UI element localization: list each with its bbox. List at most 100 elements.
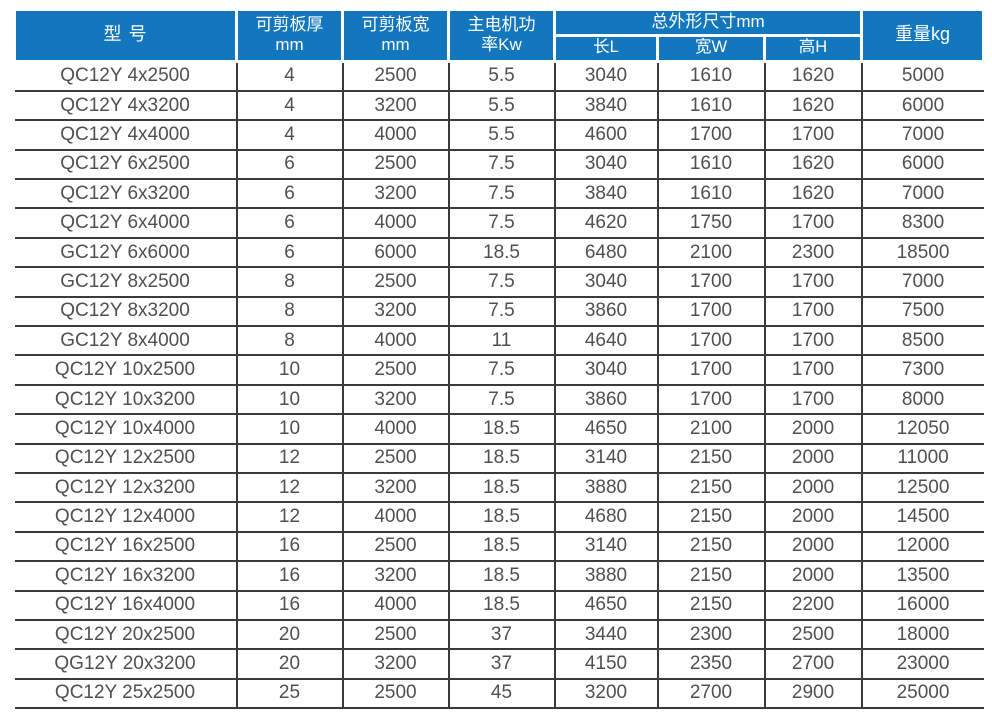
cell-motor-power: 37 xyxy=(447,619,555,651)
cell-model: QC12Y 20x2500 xyxy=(14,619,237,651)
cell-thickness: 6 xyxy=(235,237,343,269)
table-header: 型 号 可剪板厚 mm 可剪板宽 mm 主电机功 率Kw 总外形尺寸mm 重量k… xyxy=(13,7,986,63)
cell-thickness: 8 xyxy=(235,296,343,328)
cell-thickness: 6 xyxy=(235,179,343,210)
cell-weight: 7300 xyxy=(860,355,984,386)
cell-length: 6480 xyxy=(553,237,658,269)
cell-model: QC12Y 10x3200 xyxy=(14,384,237,416)
cell-width: 2300 xyxy=(656,619,765,651)
cell-motor-power: 5.5 xyxy=(447,61,555,92)
cell-motor-power: 18.5 xyxy=(447,590,555,621)
col-header-thickness: 可剪板厚 mm xyxy=(235,8,344,63)
cell-motor-power: 7.5 xyxy=(447,267,555,298)
cell-model: QC12Y 10x4000 xyxy=(14,414,237,445)
cell-length: 3860 xyxy=(553,384,658,416)
cell-length: 3880 xyxy=(553,472,658,504)
cell-sheet-width: 4000 xyxy=(341,414,449,445)
cell-motor-power: 7.5 xyxy=(447,296,555,328)
cell-sheet-width: 3200 xyxy=(341,384,449,416)
cell-motor-power: 37 xyxy=(447,649,555,680)
cell-length: 3040 xyxy=(553,61,658,92)
cell-length: 4650 xyxy=(553,590,658,621)
cell-thickness: 25 xyxy=(235,678,343,710)
cell-height: 1700 xyxy=(763,267,862,298)
table-row: QC12Y 10x2500 10 2500 7.5 3040 1700 1700 7300 xyxy=(14,355,984,386)
cell-sheet-width: 2500 xyxy=(341,149,449,181)
cell-thickness: 6 xyxy=(235,208,343,239)
cell-weight: 12050 xyxy=(860,414,984,445)
cell-sheet-width: 3200 xyxy=(341,90,449,122)
cell-height: 2000 xyxy=(763,414,862,445)
cell-weight: 13500 xyxy=(860,561,984,592)
cell-motor-power: 7.5 xyxy=(447,149,555,181)
cell-model: QC12Y 12x4000 xyxy=(14,502,237,533)
col-header-sheet-width-line1: 可剪板宽 xyxy=(361,14,430,34)
cell-model: QC12Y 16x2500 xyxy=(14,531,237,563)
cell-weight: 16000 xyxy=(860,590,984,621)
cell-sheet-width: 6000 xyxy=(341,237,449,269)
table-row: QC12Y 10x4000 10 4000 18.5 4650 2100 2000 12050 xyxy=(14,414,984,445)
cell-width: 2700 xyxy=(656,678,765,710)
cell-weight: 7000 xyxy=(860,179,984,210)
col-header-motor-power-line2: 率Kw xyxy=(481,34,522,54)
cell-motor-power: 18.5 xyxy=(447,502,555,533)
cell-model: QC12Y 6x3200 xyxy=(14,179,237,210)
cell-length: 3880 xyxy=(553,561,658,592)
cell-weight: 7000 xyxy=(860,120,984,151)
cell-height: 2300 xyxy=(763,237,862,269)
cell-weight: 5000 xyxy=(860,61,984,92)
cell-sheet-width: 2500 xyxy=(341,443,449,474)
cell-height: 1620 xyxy=(763,179,862,210)
cell-length: 3840 xyxy=(553,90,658,122)
cell-model: QC12Y 12x3200 xyxy=(14,472,237,504)
table-row: QC12Y 4x2500 4 2500 5.5 3040 1610 1620 5000 xyxy=(14,61,984,92)
cell-motor-power: 11 xyxy=(447,326,555,357)
table-row: QC12Y 16x4000 16 4000 18.5 4650 2150 2200 16000 xyxy=(14,590,984,621)
cell-width: 2150 xyxy=(656,590,765,621)
cell-model: QC12Y 4x2500 xyxy=(14,61,237,92)
cell-weight: 18500 xyxy=(860,237,984,269)
table-row: QC12Y 6x4000 6 4000 7.5 4620 1750 1700 8300 xyxy=(14,208,984,239)
cell-height: 2000 xyxy=(763,502,862,533)
cell-weight: 18000 xyxy=(860,619,984,651)
cell-motor-power: 7.5 xyxy=(447,355,555,386)
cell-model: QC12Y 4x3200 xyxy=(14,90,237,122)
cell-height: 1620 xyxy=(763,149,862,181)
table-row: QC12Y 4x3200 4 3200 5.5 3840 1610 1620 6000 xyxy=(14,90,984,122)
cell-height: 2000 xyxy=(763,443,862,474)
cell-motor-power: 7.5 xyxy=(447,384,555,416)
cell-length: 3140 xyxy=(553,531,658,563)
cell-width: 2150 xyxy=(656,561,765,592)
cell-sheet-width: 2500 xyxy=(341,619,449,651)
cell-length: 4620 xyxy=(553,208,658,239)
col-header-dimensions-group: 总外形尺寸mm xyxy=(552,7,864,38)
cell-thickness: 12 xyxy=(235,502,343,533)
cell-height: 1620 xyxy=(763,90,862,122)
cell-width: 1700 xyxy=(656,326,765,357)
col-header-motor-power-line1: 主电机功 xyxy=(467,14,536,34)
cell-weight: 8500 xyxy=(860,326,984,357)
cell-length: 3040 xyxy=(553,267,658,298)
cell-sheet-width: 2500 xyxy=(341,678,449,710)
cell-weight: 7500 xyxy=(860,296,984,328)
cell-model: QC12Y 12x2500 xyxy=(14,443,237,474)
cell-thickness: 16 xyxy=(235,561,343,592)
cell-weight: 7000 xyxy=(860,267,984,298)
col-header-model: 型 号 xyxy=(13,8,238,63)
cell-motor-power: 18.5 xyxy=(447,443,555,474)
cell-width: 2150 xyxy=(656,531,765,563)
cell-height: 2700 xyxy=(763,649,862,680)
cell-thickness: 12 xyxy=(235,472,343,504)
cell-height: 2900 xyxy=(763,678,862,710)
cell-sheet-width: 3200 xyxy=(341,296,449,328)
cell-width: 1700 xyxy=(656,355,765,386)
cell-sheet-width: 3200 xyxy=(341,649,449,680)
cell-length: 3840 xyxy=(553,179,658,210)
table-row: QG12Y 20x3200 20 3200 37 4150 2350 2700 23000 xyxy=(14,649,984,680)
table-row: QC12Y 6x2500 6 2500 7.5 3040 1610 1620 6000 xyxy=(14,149,984,181)
table-row: QC12Y 6x3200 6 3200 7.5 3840 1610 1620 7000 xyxy=(14,179,984,210)
spec-table: 型 号 可剪板厚 mm 可剪板宽 mm 主电机功 率Kw 总外形尺寸mm 重量k… xyxy=(13,7,986,710)
cell-weight: 8300 xyxy=(860,208,984,239)
cell-motor-power: 5.5 xyxy=(447,90,555,122)
cell-sheet-width: 2500 xyxy=(341,267,449,298)
